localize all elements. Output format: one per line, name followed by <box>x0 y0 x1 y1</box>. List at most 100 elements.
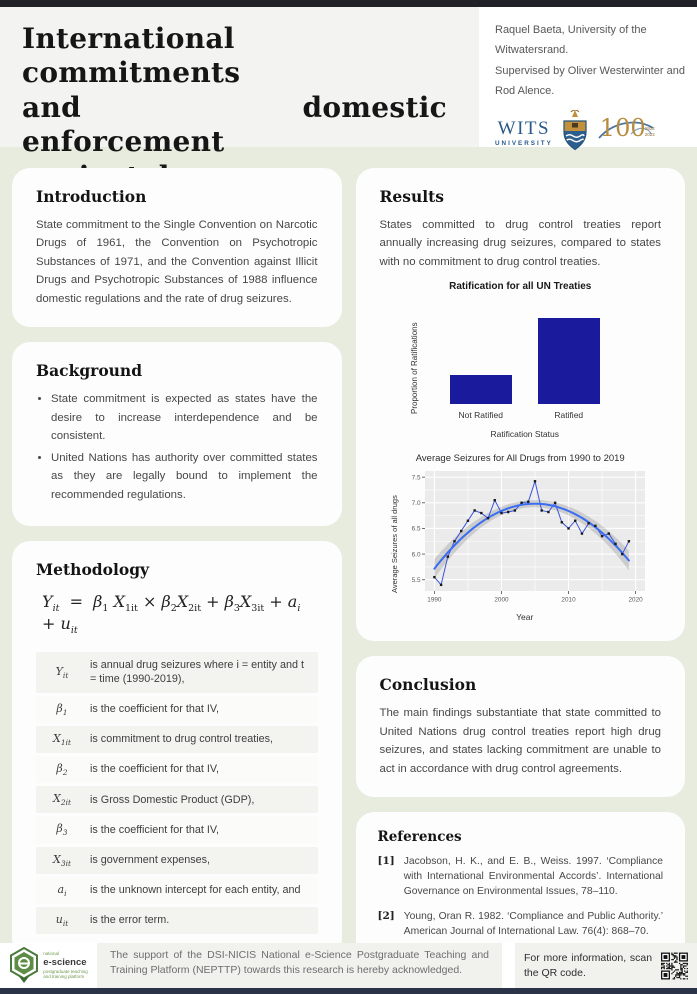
line-chart-ylabel: Average Seizures of all drugs <box>390 466 399 622</box>
term-symbol: X2it <box>44 792 80 807</box>
svg-text:6.5: 6.5 <box>411 526 420 533</box>
bottom-accent-bar <box>0 988 697 994</box>
escience-tagline: and training platform <box>43 974 88 980</box>
reference-text: Young, Oran R. 1982. ‘Compliance and Pub… <box>404 910 663 940</box>
poster-root: International commitments and domestic e… <box>0 0 697 974</box>
term-symbol: Yit <box>44 665 80 680</box>
bar-chart-categories: Not Ratified Ratified <box>419 410 631 420</box>
term-symbol: β1 <box>44 702 80 717</box>
centenary-logo: 100 1922 2022 <box>597 114 657 150</box>
svg-text:7.5: 7.5 <box>411 475 420 482</box>
background-heading: Background <box>36 361 318 380</box>
reference-marker: [1] <box>378 855 395 900</box>
header: International commitments and domestic e… <box>0 7 697 147</box>
term-symbol: X1it <box>44 732 80 747</box>
acknowledgement-text: The support of the DSI-NICIS National e-… <box>97 943 502 988</box>
methodology-term-row: β2 is the coefficient for that IV, <box>36 756 318 783</box>
regression-equation: Yit = β1 X1it × β2X2it + β3X3it + ai + u… <box>36 592 318 636</box>
introduction-card: Introduction State commitment to the Sin… <box>12 168 342 327</box>
line-chart-plot: 5.56.06.57.07.51990200020102020 <box>399 466 651 606</box>
references-card: References [1] Jacobson, H. K., and E. B… <box>356 812 686 959</box>
results-card: Results States committed to drug control… <box>356 168 686 641</box>
conclusion-card: Conclusion The main findings substantiat… <box>356 656 686 797</box>
background-card: Background State commitment is expected … <box>12 342 342 526</box>
wits-name: WITS <box>498 118 550 140</box>
escience-logo: national e-science postgraduate teaching… <box>0 943 97 988</box>
methodology-card: Methodology Yit = β1 X1it × β2X2it + β3X… <box>12 541 342 956</box>
methodology-term-row: ai is the unknown intercept for each enti… <box>36 877 318 904</box>
bar-chart-xlabel: Ratification Status <box>419 429 631 439</box>
footer: national e-science postgraduate teaching… <box>0 943 697 988</box>
wits-logo: WITS UNIVERSITY <box>495 110 685 154</box>
term-description: is the coefficient for that IV, <box>90 762 310 777</box>
bar-chart: Ratification for all UN Treaties Proport… <box>380 281 662 439</box>
background-bullet: State commitment is expected as states h… <box>51 390 318 445</box>
reference-text: Jacobson, H. K., and E. B., Weiss. 1997.… <box>404 855 663 900</box>
author-block: Raquel Baeta, University of the Witwater… <box>479 7 697 147</box>
introduction-heading: Introduction <box>36 187 318 206</box>
poster-body: Introduction State commitment to the Sin… <box>0 147 697 974</box>
introduction-body: State commitment to the Single Conventio… <box>36 216 318 308</box>
methodology-term-row: Yit is annual drug seizures where i = ent… <box>36 652 318 693</box>
supervisor-line: Supervised by Oliver Westerwinter and Ro… <box>495 61 685 102</box>
bar <box>538 318 600 405</box>
footer-divider <box>502 943 515 988</box>
methodology-term-row: β3 is the coefficient for that IV, <box>36 816 318 843</box>
reference-item: [2] Young, Oran R. 1982. ‘Compliance and… <box>378 910 664 940</box>
svg-text:2020: 2020 <box>628 597 643 604</box>
term-description: is Gross Domestic Product (GDP), <box>90 793 310 808</box>
term-symbol: uit <box>44 913 80 928</box>
right-column: Results States committed to drug control… <box>356 168 686 974</box>
bar <box>450 375 512 405</box>
qr-section: For more information, scan the QR code. <box>515 943 697 988</box>
svg-text:2010: 2010 <box>561 597 576 604</box>
title-line: International commitments <box>22 22 447 91</box>
escience-name: e-science <box>43 957 88 969</box>
svg-text:7.0: 7.0 <box>411 500 420 507</box>
methodology-term-row: β1 is the coefficient for that IV, <box>36 696 318 723</box>
bar-category-label: Not Ratified <box>450 410 512 420</box>
term-description: is the coefficient for that IV, <box>90 823 310 838</box>
term-symbol: X3it <box>44 853 80 868</box>
term-description: is annual drug seizures where i = entity… <box>90 658 310 687</box>
title-block: International commitments and domestic e… <box>0 7 479 147</box>
authors-text: Raquel Baeta, University of the Witwater… <box>495 20 685 101</box>
reference-marker: [2] <box>378 910 395 940</box>
term-description: is the error term. <box>90 913 310 928</box>
term-symbol: β3 <box>44 822 80 837</box>
svg-text:1990: 1990 <box>427 597 442 604</box>
term-description: is the unknown intercept for each entity… <box>90 883 310 898</box>
left-column: Introduction State commitment to the Sin… <box>12 168 342 971</box>
reference-item: [1] Jacobson, H. K., and E. B., Weiss. 1… <box>378 855 664 900</box>
top-accent-bar <box>0 0 697 7</box>
results-body: States committed to drug control treatie… <box>380 216 662 271</box>
escience-wordmark: national e-science postgraduate teaching… <box>43 951 88 980</box>
line-chart-title: Average Seizures for All Drugs from 1990… <box>380 453 662 464</box>
term-symbol: ai <box>44 883 80 898</box>
results-heading: Results <box>380 187 662 206</box>
bar-chart-ylabel: Proportion of Ratifications <box>410 298 419 439</box>
line-chart-xlabel: Year <box>399 612 651 622</box>
line-chart: Average Seizures for All Drugs from 1990… <box>380 453 662 622</box>
references-heading: References <box>378 829 664 845</box>
term-symbol: β2 <box>44 762 80 777</box>
centenary-100: 100 <box>600 114 646 142</box>
methodology-term-row: X3it is government expenses, <box>36 847 318 874</box>
conclusion-body: The main findings substantiate that stat… <box>380 704 662 778</box>
escience-hexagon-icon <box>9 947 39 985</box>
centenary-year-end: 2022 <box>645 132 655 138</box>
conclusion-heading: Conclusion <box>380 675 662 694</box>
svg-text:2000: 2000 <box>494 597 509 604</box>
term-description: is government expenses, <box>90 853 310 868</box>
wits-crest-icon <box>561 110 589 154</box>
background-bullets: State commitment is expected as states h… <box>36 390 318 504</box>
wits-wordmark: WITS UNIVERSITY <box>495 118 553 147</box>
bar-chart-title: Ratification for all UN Treaties <box>380 281 662 292</box>
term-description: is the coefficient for that IV, <box>90 702 310 717</box>
methodology-term-row: X2it is Gross Domestic Product (GDP), <box>36 786 318 813</box>
qr-caption: For more information, scan the QR code. <box>524 951 652 980</box>
term-table: Yit is annual drug seizures where i = ent… <box>36 652 318 935</box>
bar-category-label: Ratified <box>538 410 600 420</box>
centenary-years: 1922 2022 <box>645 126 655 138</box>
title-line: and domestic enforcement <box>22 91 447 160</box>
